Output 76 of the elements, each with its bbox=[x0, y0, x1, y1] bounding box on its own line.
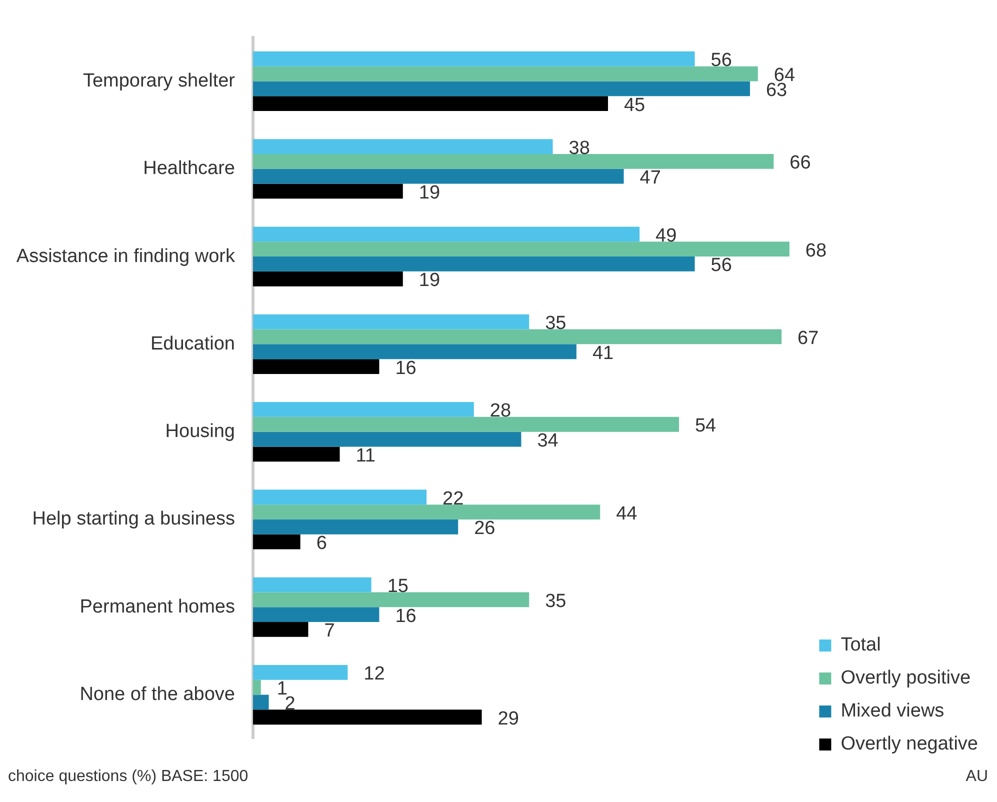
bar bbox=[253, 271, 403, 286]
bar bbox=[253, 139, 553, 154]
legend-label: Total bbox=[840, 634, 881, 656]
bar bbox=[253, 664, 348, 680]
data-label: 34 bbox=[537, 430, 559, 452]
bar bbox=[253, 344, 576, 360]
bar bbox=[253, 402, 474, 417]
data-label: 47 bbox=[640, 168, 661, 189]
data-label: 6 bbox=[316, 533, 327, 554]
bar bbox=[253, 359, 380, 374]
bar bbox=[253, 329, 782, 344]
data-label: 16 bbox=[395, 358, 416, 379]
bar bbox=[253, 51, 695, 66]
bar bbox=[253, 519, 458, 534]
bar bbox=[253, 592, 530, 608]
data-label: 19 bbox=[418, 182, 440, 204]
bar bbox=[253, 694, 269, 710]
bar bbox=[253, 96, 608, 112]
data-label: 7 bbox=[324, 620, 335, 642]
data-label: 56 bbox=[710, 255, 732, 276]
data-label: 29 bbox=[498, 708, 519, 730]
bar bbox=[253, 504, 600, 520]
data-label: 38 bbox=[568, 138, 590, 159]
bar bbox=[253, 168, 624, 184]
bar bbox=[253, 416, 679, 432]
bar bbox=[253, 446, 340, 462]
data-label: 11 bbox=[356, 445, 376, 466]
data-label: 44 bbox=[616, 503, 638, 524]
bar bbox=[253, 66, 758, 82]
bar bbox=[253, 81, 750, 96]
bar bbox=[253, 534, 300, 550]
bar bbox=[253, 184, 403, 199]
bar bbox=[253, 226, 640, 242]
y-tick-label: Education bbox=[150, 333, 235, 354]
text: AU bbox=[966, 768, 988, 786]
y-tick-label: Help starting a business bbox=[32, 508, 235, 530]
y-tick-label: None of the above bbox=[80, 684, 235, 706]
data-label: 22 bbox=[442, 488, 464, 510]
data-label: 66 bbox=[790, 152, 811, 174]
bar bbox=[253, 242, 790, 257]
bar bbox=[253, 622, 308, 637]
bar bbox=[253, 314, 530, 330]
text: choice questions (%) BASE: 1500 bbox=[8, 768, 248, 786]
y-tick-label: Assistance in finding work bbox=[16, 246, 236, 267]
data-label: 35 bbox=[545, 590, 566, 612]
data-label: 1 bbox=[276, 678, 288, 700]
data-label: 19 bbox=[418, 270, 440, 292]
data-label: 2 bbox=[284, 693, 296, 714]
bar bbox=[253, 256, 695, 272]
data-label: 26 bbox=[474, 518, 496, 540]
data-label: 68 bbox=[805, 240, 827, 262]
y-tick-label: Permanent homes bbox=[80, 596, 235, 618]
legend-label: Overtly negative bbox=[840, 734, 978, 755]
legend-label: Mixed views bbox=[840, 700, 944, 722]
data-label: 12 bbox=[364, 664, 385, 685]
y-tick-label: Healthcare bbox=[143, 158, 235, 180]
bar bbox=[253, 710, 482, 725]
data-label: 28 bbox=[490, 400, 512, 422]
data-label: 67 bbox=[798, 328, 819, 349]
bar bbox=[253, 432, 522, 447]
legend-label: Overtly positive bbox=[840, 668, 971, 689]
bar bbox=[253, 490, 427, 505]
bar bbox=[253, 680, 261, 695]
data-label: 54 bbox=[694, 416, 717, 437]
data-label: 35 bbox=[545, 313, 566, 334]
bar bbox=[253, 607, 380, 622]
y-tick-label: Temporary shelter bbox=[82, 70, 236, 92]
bar bbox=[253, 154, 774, 169]
data-label: 45 bbox=[624, 94, 646, 116]
y-tick-label: Housing bbox=[165, 421, 235, 442]
data-label: 49 bbox=[656, 225, 677, 246]
bar bbox=[253, 577, 372, 592]
data-label: 15 bbox=[387, 576, 408, 598]
data-label: 56 bbox=[710, 50, 732, 72]
data-label: 16 bbox=[395, 606, 416, 627]
data-label: 41 bbox=[592, 342, 614, 364]
